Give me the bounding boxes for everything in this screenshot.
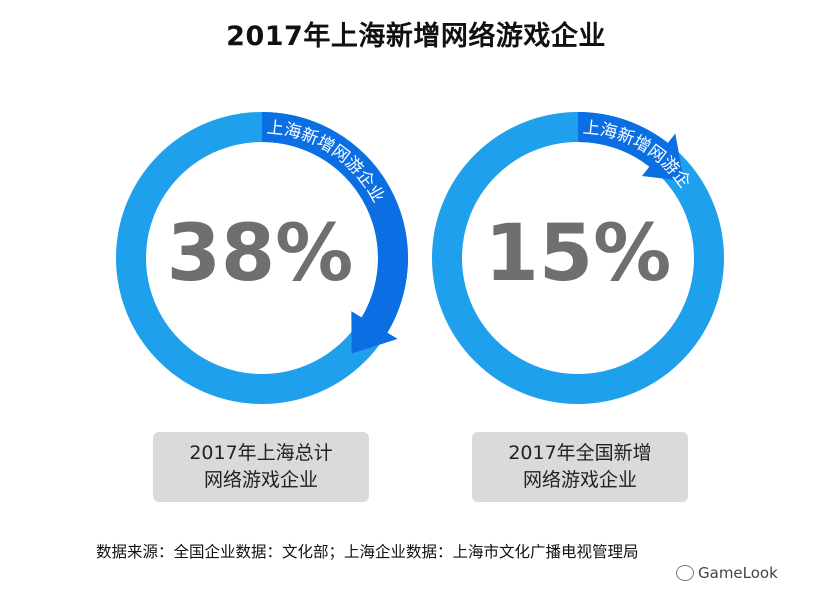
watermark: GameLook bbox=[676, 564, 778, 582]
watermark-text: GameLook bbox=[698, 564, 778, 582]
chart-title: 2017年上海新增网络游戏企业 bbox=[226, 21, 606, 52]
donut-highlight-arc bbox=[578, 112, 668, 167]
caption-shanghai-total: 2017年上海总计 网络游戏企业 bbox=[153, 432, 369, 502]
wechat-icon bbox=[676, 565, 694, 581]
donut-arrowhead bbox=[351, 311, 398, 354]
caption-line-2: 网络游戏企业 bbox=[203, 469, 318, 491]
caption-line-2: 网络游戏企业 bbox=[522, 469, 637, 491]
caption-line-1: 2017年全国新增 bbox=[508, 442, 652, 464]
data-source-note: 数据来源：全国企业数据：文化部；上海企业数据：上海市文化广播电视管理局 bbox=[96, 543, 639, 561]
value-label-38: 38% bbox=[167, 209, 354, 299]
value-label-15: 15% bbox=[485, 209, 672, 299]
donut-arrowhead bbox=[642, 133, 684, 182]
caption-national-new: 2017年全国新增 网络游戏企业 bbox=[472, 432, 688, 502]
donut-chart-national: 上海新增网游企业 15% bbox=[428, 108, 724, 404]
caption-line-1: 2017年上海总计 bbox=[189, 442, 333, 464]
donut-highlight-arc bbox=[262, 112, 408, 333]
donut-chart-shanghai: 上海新增网游企业 38% bbox=[116, 112, 408, 404]
